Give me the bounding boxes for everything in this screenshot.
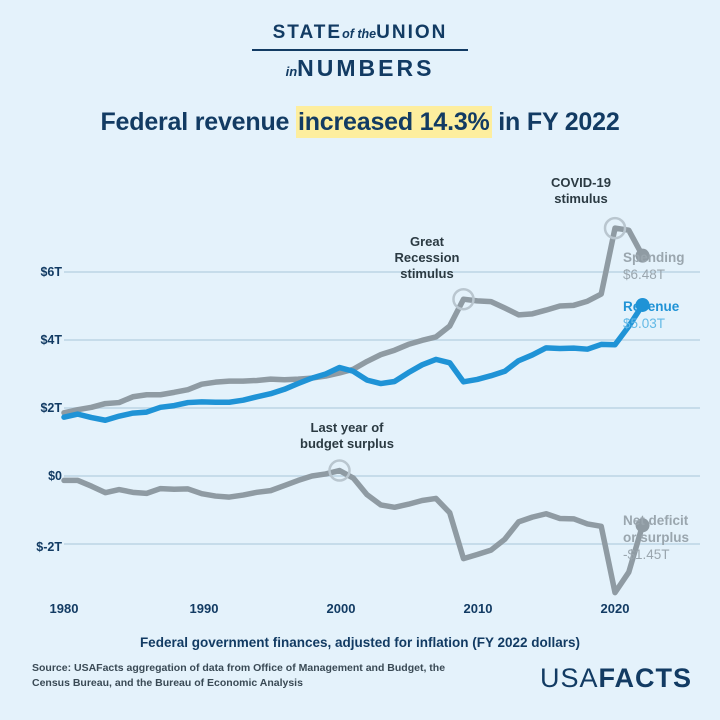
annotation-great-recession: Great Recession stimulus	[373, 234, 481, 282]
annotation-budget-surplus: Last year of budget surplus	[273, 420, 421, 452]
series-endpoint-marker	[635, 518, 650, 533]
masthead-union-text: UNION	[376, 22, 448, 43]
series-line-revenue	[61, 302, 646, 423]
y-tick-label-2t: $2T	[40, 401, 62, 415]
chart-markers	[328, 216, 650, 533]
series-label-net-deficit-name-1: Net deficit	[623, 513, 689, 528]
y-tick-label-neg2t: $-2T	[36, 540, 62, 554]
axis-caption: Federal government finances, adjusted fo…	[139, 635, 581, 650]
x-tick-label-1980: 1980	[49, 601, 79, 616]
chart-series-lines	[61, 225, 646, 596]
y-tick-label-6t: $6T	[40, 265, 62, 279]
series-endpoint-marker	[635, 248, 650, 263]
annotation-marker	[603, 216, 627, 240]
annotation-marker	[328, 459, 351, 482]
annotation-line: COVID-19	[551, 175, 611, 190]
series-label-spending-name: Spending	[623, 250, 685, 265]
masthead-in-text: in	[285, 64, 298, 79]
series-label-revenue-value: $5.03T	[623, 315, 666, 331]
series-label-net-deficit-value: -$1.45T	[623, 546, 670, 562]
masthead-divider	[252, 49, 468, 51]
headline-suffix: in FY 2022	[491, 108, 620, 136]
annotation-line: Great	[410, 234, 444, 249]
x-tick-label-2020: 2020	[600, 601, 630, 616]
annotation-line: budget surplus	[300, 435, 394, 451]
masthead-line-2: inNUMBERS	[0, 55, 720, 82]
annotation-line: Recession	[394, 249, 460, 265]
masthead: STATEof theUNION inNUMBERS	[0, 22, 720, 82]
series-label-net-deficit-name-2: or surplus	[623, 529, 690, 545]
headline-prefix: Federal revenue	[100, 108, 296, 136]
masthead-line-1: STATEof theUNION	[0, 22, 720, 44]
masthead-numbers-text: NUMBERS	[297, 55, 435, 81]
series-label-spending: Spending $6.48T	[623, 250, 685, 284]
series-label-net-deficit: Net deficit or surplus -$1.45T	[623, 513, 689, 564]
annotation-line: stimulus	[400, 265, 454, 281]
annotation-covid-19: COVID-19 stimulus	[524, 175, 638, 207]
series-label-revenue-name: Revenue	[623, 299, 680, 314]
annotation-line: Last year of	[310, 420, 384, 435]
source-note: Source: USAFacts aggregation of data fro…	[32, 662, 446, 690]
usafacts-logo-facts: FACTS	[598, 663, 692, 693]
x-tick-label-2000: 2000	[326, 601, 356, 616]
annotation-line: stimulus	[554, 190, 608, 206]
series-label-spending-value: $6.48T	[623, 266, 666, 282]
usafacts-logo-usa: USA	[539, 663, 599, 693]
usafacts-logo: USAFACTS	[540, 663, 692, 694]
x-tick-label-2010: 2010	[463, 601, 493, 616]
masthead-state-text: STATE	[272, 22, 343, 43]
masthead-ofthe-text: of the	[342, 27, 377, 41]
page-title: Federal revenue increased 14.3% in FY 20…	[0, 106, 720, 138]
headline-highlight: increased 14.3%	[295, 106, 492, 138]
series-line-net-deficit	[61, 467, 646, 596]
annotation-marker	[452, 287, 475, 311]
series-line-spending	[61, 225, 646, 416]
y-tick-label-0: $0	[48, 469, 62, 483]
y-tick-label-4t: $4T	[40, 333, 62, 347]
series-endpoint-marker	[635, 297, 650, 312]
series-label-revenue: Revenue $5.03T	[623, 299, 679, 333]
x-tick-label-1990: 1990	[189, 601, 219, 616]
